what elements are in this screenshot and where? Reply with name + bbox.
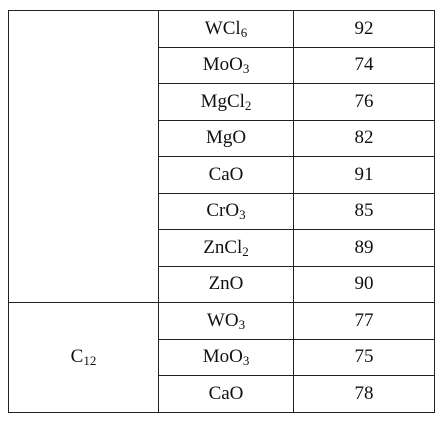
- table-row: MoO3 74: [9, 46, 435, 84]
- compound-cell: MgCl2: [158, 83, 294, 121]
- compound-formula: MoO: [202, 346, 243, 368]
- value-text: 78: [354, 382, 374, 404]
- group-label-subscript: 12: [83, 353, 97, 369]
- compound-cell: MoO3: [158, 338, 294, 376]
- compound-formula: ZnCl: [203, 236, 243, 258]
- value-cell: 78: [293, 375, 435, 413]
- compound-subscript: 6: [240, 24, 248, 40]
- value-text: 85: [354, 200, 374, 222]
- compound-subscript: 3: [238, 316, 246, 332]
- table-row: CaO 78: [9, 375, 435, 413]
- value-cell: 76: [293, 83, 435, 121]
- compound-cell: WCl6: [158, 10, 294, 48]
- compound-cell: ZnO: [158, 265, 294, 303]
- compound-formula: WCl: [204, 17, 241, 39]
- compound-cell: ZnCl2: [158, 229, 294, 267]
- compound-formula: CaO: [208, 382, 244, 404]
- compound-formula: CaO: [208, 163, 244, 185]
- value-text: 75: [354, 346, 374, 368]
- value-text: 77: [354, 309, 374, 331]
- value-text: 74: [354, 54, 374, 76]
- value-cell: 82: [293, 119, 435, 157]
- compound-subscript: 3: [242, 353, 250, 369]
- value-text: 82: [354, 127, 374, 149]
- value-text: 90: [354, 273, 374, 295]
- table-row: WCl6 92: [8, 10, 435, 303]
- value-text: 76: [354, 90, 374, 112]
- compound-formula: MgO: [205, 127, 247, 149]
- compound-cell: CaO: [158, 156, 294, 194]
- compound-subscript: 2: [244, 97, 252, 113]
- data-table: WCl6 92 MoO3 74 MgCl2 76 MgO 82 CaO 91 CrO3 85 ZnCl2…: [8, 10, 435, 413]
- table-row: CaO 91: [9, 156, 435, 194]
- compound-formula: MoO: [202, 54, 243, 76]
- compound-subscript: 3: [239, 207, 246, 223]
- compound-cell: CrO3: [158, 192, 294, 230]
- value-text: 89: [354, 236, 374, 258]
- compound-cell: CaO: [158, 375, 294, 413]
- table-row: ZnO 90: [9, 265, 435, 303]
- compound-subscript: 2: [242, 243, 249, 259]
- value-cell: 77: [293, 302, 435, 340]
- table-row: MoO3 75: [9, 338, 435, 376]
- compound-cell: MoO3: [158, 46, 294, 84]
- table-row: MgCl2 76: [9, 83, 435, 121]
- compound-formula: WO: [206, 309, 239, 331]
- group-label-cell: [8, 10, 159, 303]
- compound-subscript: 3: [242, 61, 250, 77]
- value-cell: 91: [293, 156, 435, 194]
- value-text: 91: [354, 163, 374, 185]
- table-row: CrO3 85: [9, 192, 435, 230]
- compound-formula: ZnO: [208, 273, 244, 295]
- table-row: MgO 82: [9, 119, 435, 157]
- group-label: C: [70, 346, 84, 368]
- value-cell: 85: [293, 192, 435, 230]
- table-body: WCl6 92 MoO3 74 MgCl2 76 MgO 82 CaO 91 CrO3 85 ZnCl2…: [8, 10, 435, 413]
- value-text: 92: [354, 17, 374, 39]
- group-label-cell: C12: [8, 302, 159, 413]
- value-cell: 75: [293, 338, 435, 376]
- value-cell: 74: [293, 46, 435, 84]
- value-cell: 92: [293, 10, 435, 48]
- value-cell: 90: [293, 265, 435, 303]
- compound-formula: MgCl: [200, 90, 245, 112]
- compound-formula: CrO: [206, 200, 240, 222]
- compound-cell: MgO: [158, 119, 294, 157]
- value-cell: 89: [293, 229, 435, 267]
- table-row: C12 WO3 77: [8, 302, 435, 413]
- compound-cell: WO3: [158, 302, 294, 340]
